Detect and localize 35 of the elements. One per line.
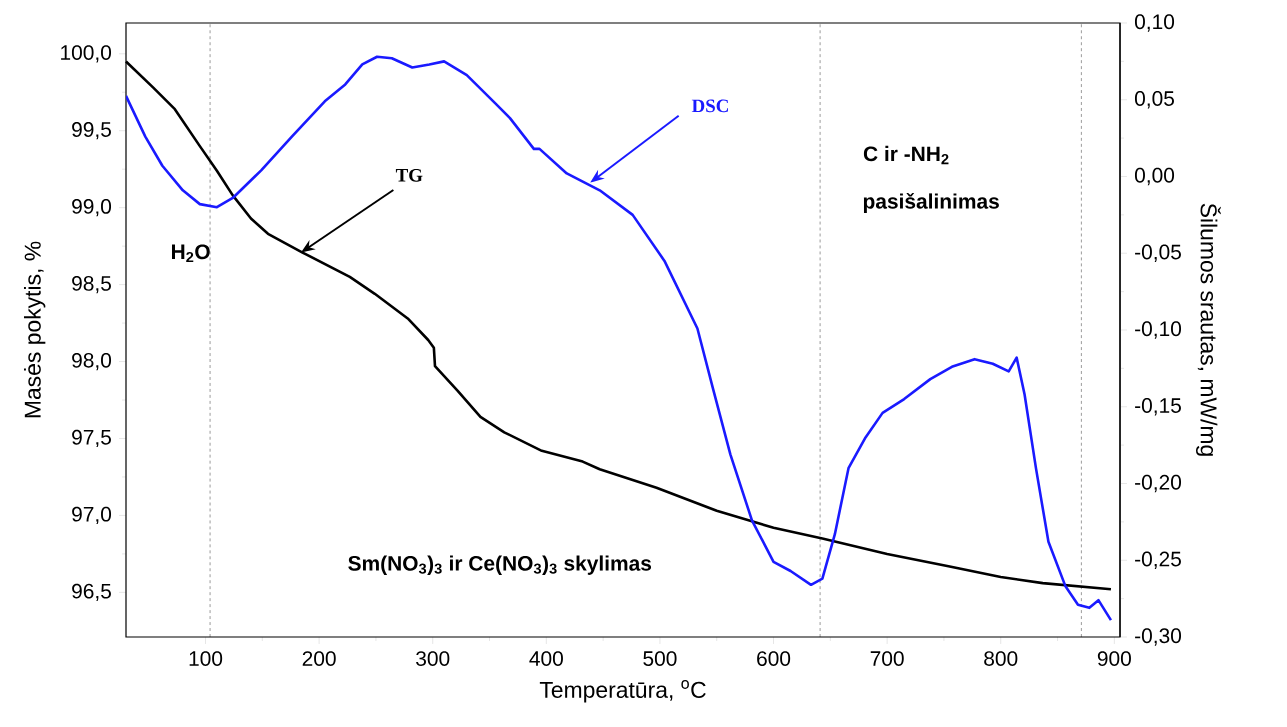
y-tick-label: 97,5 (72, 429, 111, 448)
annotation: pasišalinimas (863, 192, 999, 213)
y-tick-label: 99,0 (72, 199, 112, 217)
x-tick-label: 400 (529, 651, 563, 666)
y2-tick-label: -0,20 (1135, 474, 1182, 493)
text: DSC (691, 99, 728, 113)
y-tick-label: 99,5 (72, 122, 111, 140)
text: TG (395, 168, 423, 182)
x-tick-label: 200 (302, 651, 336, 666)
annotation: C ir -NH$_{2}$ (863, 145, 949, 165)
y2-axis-title: Šilumos srautas, mW/mg (1196, 203, 1221, 456)
y2-tick-label: 0,00 (1134, 167, 1175, 186)
y-axis-title: Masės pokytis, % (23, 241, 46, 418)
y2-tick-label: -0,25 (1135, 551, 1181, 569)
x-tick-label: 300 (416, 651, 450, 666)
y2-tick-label: -0,05 (1135, 244, 1181, 262)
y-tick-label: 98,5 (72, 275, 111, 294)
text: Sm(NO$_{3}$)$_{3}$ ir Ce(NO$_{3}$)$_{3}$ skylimas (348, 555, 652, 575)
y2-tick-label: -0,30 (1135, 628, 1182, 646)
y-tick-label: 100,0 (61, 45, 112, 63)
x-axis-title: Temperatūra, $^{o}$C (539, 680, 706, 703)
y2-tick-label: 0,10 (1134, 14, 1175, 32)
annotation: H$_{2}$O (172, 244, 210, 263)
y-tick-label: 97,0 (72, 506, 112, 525)
y2-tick-label: 0,05 (1134, 91, 1174, 109)
x-tick-label: 700 (870, 651, 904, 666)
x-tick-label: 900 (1097, 651, 1131, 666)
y-tick-label: 96,5 (72, 583, 111, 602)
y2-tick-label: -0,10 (1135, 321, 1182, 339)
x-tick-label: 100 (189, 651, 223, 666)
y-tick-label: 98,0 (72, 352, 112, 371)
y2-tick-label: -0,15 (1135, 398, 1181, 416)
x-tick-label: 600 (757, 651, 791, 666)
x-tick-label: 500 (643, 651, 677, 666)
x-tick-label: 800 (984, 651, 1018, 666)
